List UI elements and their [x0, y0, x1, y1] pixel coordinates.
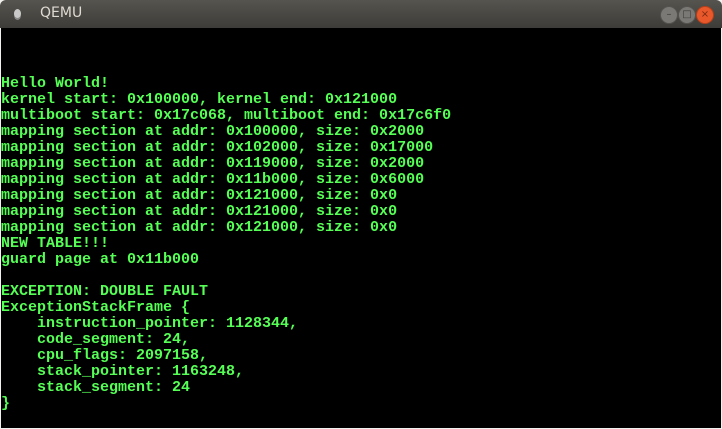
console-line: NEW TABLE!!!	[1, 235, 110, 252]
console-line: mapping section at addr: 0x121000, size:…	[1, 203, 398, 220]
console-line: mapping section at addr: 0x11b000, size:…	[1, 171, 425, 188]
console-line: }	[1, 395, 11, 412]
console-line: multiboot start: 0x17c068, multiboot end…	[1, 107, 452, 124]
console-line: stack_segment: 24	[1, 379, 191, 396]
console-line: mapping section at addr: 0x121000, size:…	[1, 187, 398, 204]
maximize-button[interactable]: □	[678, 6, 696, 24]
console-line: Hello World!	[1, 75, 110, 92]
console-line: cpu_flags: 2097158,	[1, 347, 209, 364]
console-line: mapping section at addr: 0x121000, size:…	[1, 219, 398, 236]
vga-console[interactable]: Hello World! kernel start: 0x100000, kern…	[1, 28, 721, 428]
minimize-button[interactable]: –	[660, 6, 678, 24]
console-line	[1, 412, 721, 428]
console-line: mapping section at addr: 0x100000, size:…	[1, 123, 425, 140]
console-line: EXCEPTION: DOUBLE FAULT	[1, 283, 209, 300]
console-line	[1, 44, 721, 60]
console-line	[1, 60, 721, 76]
console-line	[1, 268, 721, 284]
console-line	[1, 28, 721, 44]
qemu-app-icon	[14, 9, 21, 18]
title-bar[interactable]: QEMU – □ ×	[0, 0, 722, 28]
window-title: QEMU	[40, 5, 83, 21]
console-line: kernel start: 0x100000, kernel end: 0x12…	[1, 91, 398, 108]
console-line: guard page at 0x11b000	[1, 251, 200, 268]
console-line: code_segment: 24,	[1, 331, 191, 348]
close-button[interactable]: ×	[696, 6, 714, 24]
console-line: stack_pointer: 1163248,	[1, 363, 245, 380]
console-line: mapping section at addr: 0x119000, size:…	[1, 155, 425, 172]
console-line: instruction_pointer: 1128344,	[1, 315, 299, 332]
console-line: mapping section at addr: 0x102000, size:…	[1, 139, 434, 156]
console-line: ExceptionStackFrame {	[1, 299, 191, 316]
